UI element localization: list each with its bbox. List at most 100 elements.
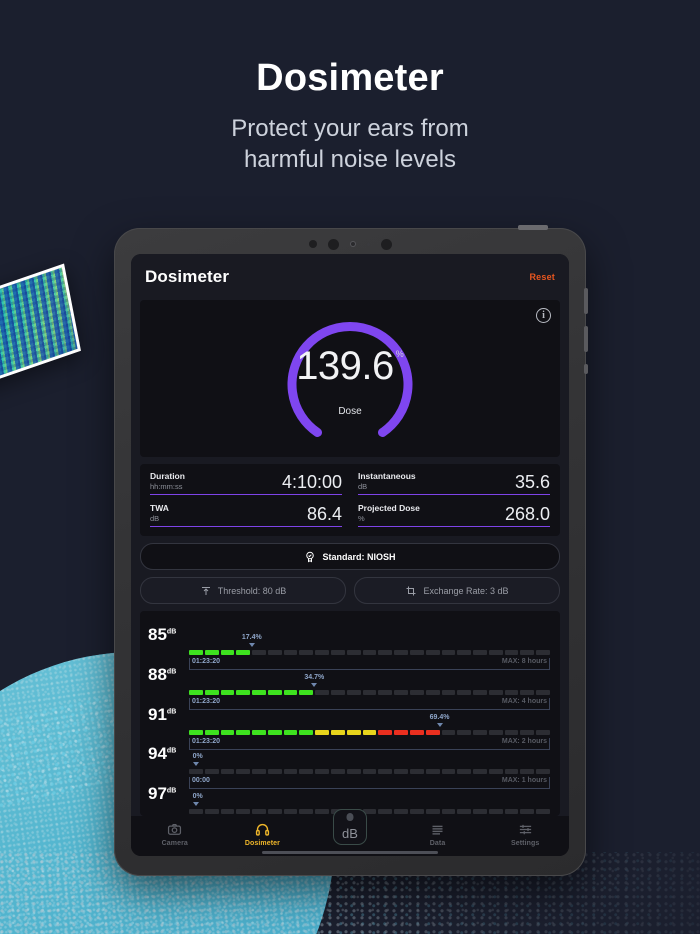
- band-segment: [204, 769, 219, 775]
- threshold-button[interactable]: Threshold: 80 dB: [140, 577, 346, 604]
- proximity-sensor-icon: [349, 241, 356, 247]
- band-segment: [441, 729, 456, 735]
- band-segment: [457, 809, 472, 814]
- band-segment: [441, 809, 456, 814]
- band-segment: [299, 769, 314, 775]
- depth-sensor-icon: [380, 238, 392, 250]
- metric-title: Instantaneous: [358, 471, 416, 481]
- band-percent-caret: [192, 802, 199, 806]
- threshold-icon: [200, 585, 212, 597]
- band-segment: [425, 650, 440, 655]
- volume-up-button[interactable]: [584, 288, 588, 314]
- band-segment: [520, 689, 535, 695]
- sliders-icon: [518, 821, 533, 838]
- band-segment: [220, 809, 235, 814]
- band-max-label: MAX: 2 hours: [501, 737, 547, 745]
- band-segment: [394, 689, 408, 695]
- band-db-level: 97dB: [148, 785, 182, 803]
- band-segment: [220, 650, 235, 655]
- band-segment: [362, 689, 377, 695]
- metric-value: 35.6: [514, 472, 550, 492]
- info-icon[interactable]: i: [536, 308, 551, 323]
- band-bar: [189, 650, 550, 655]
- metric-unit: hh:mm:ss: [150, 481, 183, 491]
- band-segment: [331, 689, 345, 695]
- standard-button-label: Standard: NIOSH: [322, 551, 396, 562]
- page-subtitle-line-1: Protect your ears from: [231, 115, 469, 142]
- gauge-arc: [287, 321, 413, 437]
- band-segment: [299, 729, 314, 735]
- meter-center-chip[interactable]: dB: [333, 809, 367, 845]
- band-segment: [425, 769, 440, 775]
- band-segment: [394, 650, 408, 655]
- standard-button[interactable]: Standard: NIOSH: [140, 543, 560, 570]
- band-segment: [536, 729, 550, 735]
- front-camera-icon: [327, 238, 339, 250]
- band-segment: [520, 650, 535, 655]
- camera-icon: [167, 821, 182, 838]
- band-segment: [267, 809, 282, 814]
- nav-label: Settings: [510, 840, 540, 847]
- band-elapsed-time: 01:23:20: [192, 697, 221, 705]
- band-segment: [346, 729, 361, 735]
- nav-item-camera[interactable]: Camera: [144, 821, 206, 847]
- band-segment: [473, 650, 487, 655]
- page-subtitle: Protect your ears from harmful noise lev…: [0, 114, 700, 175]
- band-percent-label: 0%: [192, 753, 203, 761]
- band-segment: [189, 809, 203, 814]
- band-segment: [504, 729, 519, 735]
- dose-gauge-card: i 139.6 % Dose: [140, 300, 560, 457]
- threshold-label: Threshold: 80 dB: [217, 585, 287, 596]
- band-segment: [204, 809, 219, 814]
- metric-title: TWA: [150, 503, 169, 513]
- band-segment: [346, 689, 361, 695]
- band-percent-caret: [192, 762, 199, 767]
- band-db-unit: dB: [166, 747, 177, 755]
- metric-title: Duration: [150, 471, 185, 481]
- band-segment: [252, 769, 266, 775]
- band-segment: [204, 650, 219, 655]
- band-db-level: 85dB: [148, 626, 182, 644]
- meter-chip-label: dB: [342, 826, 358, 841]
- band-segment: [504, 689, 519, 695]
- band-segment: [252, 809, 266, 814]
- band-segment: [536, 809, 550, 814]
- band-segment: [346, 769, 361, 775]
- band-segment: [441, 689, 456, 695]
- bottom-navigation: Camera Dosimeter Meter: [131, 809, 569, 856]
- band-segment: [236, 809, 251, 814]
- band-segment: [457, 729, 472, 735]
- nav-item-dosimeter[interactable]: Dosimeter: [231, 821, 293, 847]
- band-segment: [394, 809, 408, 814]
- band-segment: [520, 809, 535, 814]
- dose-band-chart: 85dB 17.4% 01:23:20 MAX: 8 hours 88dB 34.7% 01…: [140, 611, 560, 816]
- nav-item-data[interactable]: Data: [407, 821, 469, 847]
- band-segment: [283, 650, 298, 655]
- band-segment: [488, 769, 503, 775]
- metric-value: 4:10:00: [281, 472, 342, 492]
- nav-label: Camera: [161, 840, 188, 847]
- band-row: 94dB 0% 00:00 MAX: 1 hours: [148, 736, 550, 790]
- nav-item-settings[interactable]: Settings: [494, 821, 556, 847]
- dose-label: Dose: [338, 406, 362, 417]
- band-segment: [267, 769, 282, 775]
- sensor-dot-icon: [308, 240, 317, 248]
- band-segment: [315, 769, 330, 775]
- band-segment: [267, 689, 282, 695]
- gauge-readout: 139.6 % Dose: [275, 309, 425, 449]
- band-db-unit: dB: [166, 708, 177, 716]
- metric-instantaneous: Instantaneous dB 35.6: [358, 471, 550, 495]
- volume-down-button[interactable]: [584, 326, 588, 352]
- band-segment: [267, 729, 282, 735]
- band-bar: [189, 729, 550, 735]
- band-segment: [283, 809, 298, 814]
- reset-button[interactable]: Reset: [529, 272, 555, 282]
- band-percent-label: 34.7%: [304, 673, 325, 681]
- band-segment: [315, 650, 330, 655]
- band-segment: [457, 769, 472, 775]
- app-title: Dosimeter: [145, 267, 230, 286]
- metric-unit: dB: [358, 481, 368, 491]
- power-button[interactable]: [584, 364, 588, 374]
- band-segment: [236, 729, 251, 735]
- exchange-rate-button[interactable]: Exchange Rate: 3 dB: [354, 577, 560, 604]
